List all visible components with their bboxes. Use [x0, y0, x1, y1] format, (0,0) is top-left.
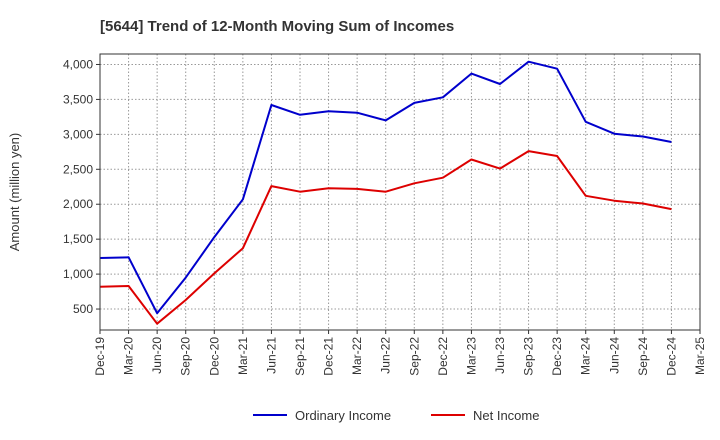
x-tick-label: Sep-24	[636, 337, 650, 376]
x-tick-label: Dec-21	[322, 337, 336, 376]
grid	[99, 54, 701, 330]
x-tick-label: Dec-19	[93, 337, 107, 376]
x-tick-label: Jun-20	[150, 337, 164, 374]
x-tick-label: Sep-22	[407, 337, 421, 376]
x-tick-label: Jun-23	[493, 337, 507, 374]
series-layer	[99, 60, 672, 325]
x-tick-label: Mar-21	[236, 337, 250, 375]
y-tick-label: 4,000	[63, 57, 93, 71]
y-axis-ticks: 500 1,000 1,500 2,000 2,500 3,000 3,500 4,000	[63, 57, 100, 316]
y-tick-label: 3,500	[63, 92, 93, 106]
legend-label: Net Income	[473, 408, 539, 423]
x-tick-label: Mar-20	[122, 337, 136, 375]
x-tick-label: Jun-21	[264, 337, 278, 374]
x-tick-label: Dec-24	[664, 337, 678, 376]
x-tick-label: Dec-23	[550, 337, 564, 376]
legend: Ordinary Income Net Income	[253, 408, 539, 423]
x-tick-label: Dec-20	[207, 337, 221, 376]
chart-title: [5644] Trend of 12-Month Moving Sum of I…	[100, 18, 454, 35]
x-tick-label: Sep-20	[179, 337, 193, 376]
series-line-ordinary-income	[99, 60, 672, 315]
legend-item-net-income: Net Income	[431, 408, 539, 423]
x-tick-label: Mar-24	[579, 337, 593, 375]
x-tick-label: Mar-22	[350, 337, 364, 375]
x-tick-label: Dec-22	[436, 337, 450, 376]
x-axis-ticks: Dec-19 Mar-20 Jun-20 Sep-20 Dec-20 Mar-21 Jun-…	[93, 330, 707, 376]
legend-item-ordinary-income: Ordinary Income	[253, 408, 391, 423]
y-tick-label: 500	[73, 302, 93, 316]
x-tick-label: Sep-23	[522, 337, 536, 376]
x-tick-label: Mar-25	[693, 337, 707, 375]
series-line-net-income	[99, 150, 672, 325]
plot-frame	[99, 53, 701, 331]
y-axis-label: Amount (million yen)	[7, 133, 22, 252]
y-tick-label: 1,000	[63, 267, 93, 281]
x-tick-label: Sep-21	[293, 337, 307, 376]
legend-label: Ordinary Income	[295, 408, 391, 423]
x-tick-label: Jun-24	[607, 337, 621, 374]
y-tick-label: 3,000	[63, 127, 93, 141]
y-tick-label: 1,500	[63, 232, 93, 246]
y-tick-label: 2,000	[63, 197, 93, 211]
x-tick-label: Jun-22	[379, 337, 393, 374]
x-tick-label: Mar-23	[464, 337, 478, 375]
y-tick-label: 2,500	[63, 162, 93, 176]
